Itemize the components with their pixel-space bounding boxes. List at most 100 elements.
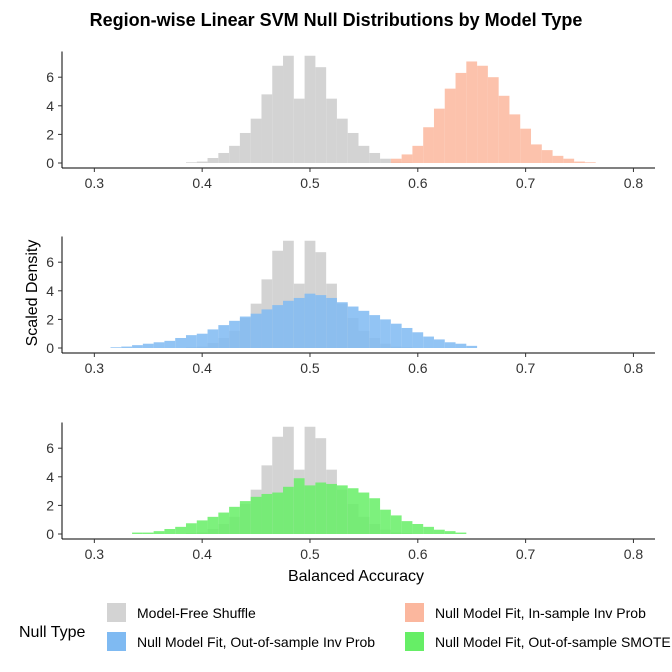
series-3-bar xyxy=(336,485,348,534)
series-2-bar xyxy=(261,309,273,348)
series-2-bar xyxy=(239,316,251,348)
series-3-bar xyxy=(164,528,176,534)
shuffle-bar xyxy=(315,67,327,163)
series-3-bar xyxy=(218,512,230,534)
chart-title: Region-wise Linear SVM Null Distribution… xyxy=(90,10,583,30)
x-tick-label: 0.5 xyxy=(300,175,320,191)
series-1-bar xyxy=(466,61,478,163)
shuffle-bar xyxy=(304,426,316,534)
series-1-bar xyxy=(390,158,402,163)
series-3-bar xyxy=(153,531,165,534)
panel-3: 0 2 4 6 0.3 0.4 0.5 0.6 0.7 0.8 xyxy=(46,422,655,562)
y-tick-label: 2 xyxy=(46,497,54,513)
series-3-bar xyxy=(304,485,316,534)
shuffle-bar xyxy=(380,158,391,163)
x-axis-title: Balanced Accuracy xyxy=(288,568,424,585)
series-2-bar xyxy=(121,346,133,348)
x-tick-label: 0.7 xyxy=(516,546,536,562)
legend-title: Null Type xyxy=(19,624,86,641)
shuffle-bar xyxy=(304,55,316,163)
legend-swatch xyxy=(107,603,126,622)
series-2-bar xyxy=(336,302,348,348)
series-3-bar xyxy=(250,496,262,534)
series-2-bar xyxy=(207,329,219,348)
series-3-bar xyxy=(261,493,273,534)
series-2-bar xyxy=(283,300,294,348)
legend-label: Null Model Fit, Out-of-sample Inv Prob xyxy=(137,634,375,650)
series-2-bar xyxy=(444,342,456,348)
series-3-bar xyxy=(380,509,391,534)
series-2-bar xyxy=(390,323,402,348)
series-3-bar xyxy=(283,486,294,534)
series-1-bar xyxy=(520,128,532,163)
series-3-bar xyxy=(390,515,402,534)
series-1-bar xyxy=(423,127,434,163)
legend-label: Null Model Fit, Out-of-sample SMOTE xyxy=(435,634,671,650)
series-2-bar xyxy=(110,347,122,348)
series-2-bar xyxy=(326,297,337,348)
legend-label: Null Model Fit, In-sample Inv Prob xyxy=(435,605,646,621)
series-1-bar xyxy=(433,108,445,163)
panel-2: 0 2 4 6 0.3 0.4 0.5 0.6 0.7 0.8 xyxy=(46,236,655,376)
shuffle-bar xyxy=(283,240,294,348)
x-tick-label: 0.8 xyxy=(624,175,644,191)
x-tick-label: 0.5 xyxy=(300,546,320,562)
panel-1: 0 2 4 6 0.3 0.4 0.5 0.6 0.7 0.8 xyxy=(46,51,655,191)
series-3-bar xyxy=(444,531,456,534)
series-2-bar xyxy=(358,310,370,348)
shuffle-bar xyxy=(185,162,197,163)
series-1-bar xyxy=(531,144,542,163)
shuffle-bar xyxy=(326,98,337,163)
shuffle-bar xyxy=(347,132,359,163)
series-3-bar xyxy=(455,532,467,534)
series-2-bar xyxy=(315,295,327,348)
x-tick-label: 0.4 xyxy=(192,360,212,376)
series-2-bar xyxy=(412,332,424,348)
series-1-bar xyxy=(444,88,456,163)
x-tick-label: 0.5 xyxy=(300,360,320,376)
shuffle-bar xyxy=(261,94,273,163)
x-tick-label: 0.3 xyxy=(85,360,105,376)
y-tick-label: 6 xyxy=(46,440,54,456)
series-1-bar xyxy=(563,158,575,163)
series-2-bar xyxy=(229,320,240,348)
shuffle-bar xyxy=(283,55,294,163)
series-3-bar xyxy=(142,532,154,534)
series-2-bar xyxy=(304,293,316,348)
series-3-bar xyxy=(433,529,445,534)
y-tick-label: 6 xyxy=(46,69,54,85)
series-3-bar xyxy=(412,523,424,534)
series-2-bar xyxy=(142,343,154,348)
series-3-bar xyxy=(175,526,186,534)
series-2-bar xyxy=(423,336,434,348)
series-2-bar xyxy=(401,327,413,348)
shuffle-bar xyxy=(336,118,348,163)
series-1-bar xyxy=(487,77,499,163)
series-1-bar xyxy=(509,114,521,163)
series-3-bar xyxy=(423,526,434,534)
shuffle-bar xyxy=(293,98,305,163)
x-tick-label: 0.3 xyxy=(85,546,105,562)
shuffle-bar xyxy=(207,157,219,163)
x-tick-label: 0.6 xyxy=(408,360,428,376)
x-tick-label: 0.6 xyxy=(408,175,428,191)
shuffle-bar xyxy=(283,426,294,534)
y-tick-label: 0 xyxy=(46,155,54,171)
series-2-bar xyxy=(153,342,165,348)
series-3-bar xyxy=(401,521,413,534)
x-tick-label: 0.7 xyxy=(516,360,536,376)
series-3-bar xyxy=(239,501,251,534)
x-tick-label: 0.7 xyxy=(516,175,536,191)
series-2-bar xyxy=(132,345,143,348)
shuffle-bar xyxy=(239,132,251,163)
series-3-bar xyxy=(347,488,359,534)
shuffle-bar xyxy=(272,65,284,163)
y-tick-label: 4 xyxy=(46,283,54,299)
shuffle-bar xyxy=(250,118,262,163)
series-1-bar xyxy=(477,65,488,163)
chart-panels: 0 2 4 6 0.3 0.4 0.5 0.6 0.7 0.8 0 2 4 6 0.3 0.4 0.5 0.6 0.… xyxy=(46,51,655,562)
series-1-bar xyxy=(455,72,467,163)
series-1-bar xyxy=(498,95,510,163)
shuffle-bar xyxy=(196,161,208,163)
